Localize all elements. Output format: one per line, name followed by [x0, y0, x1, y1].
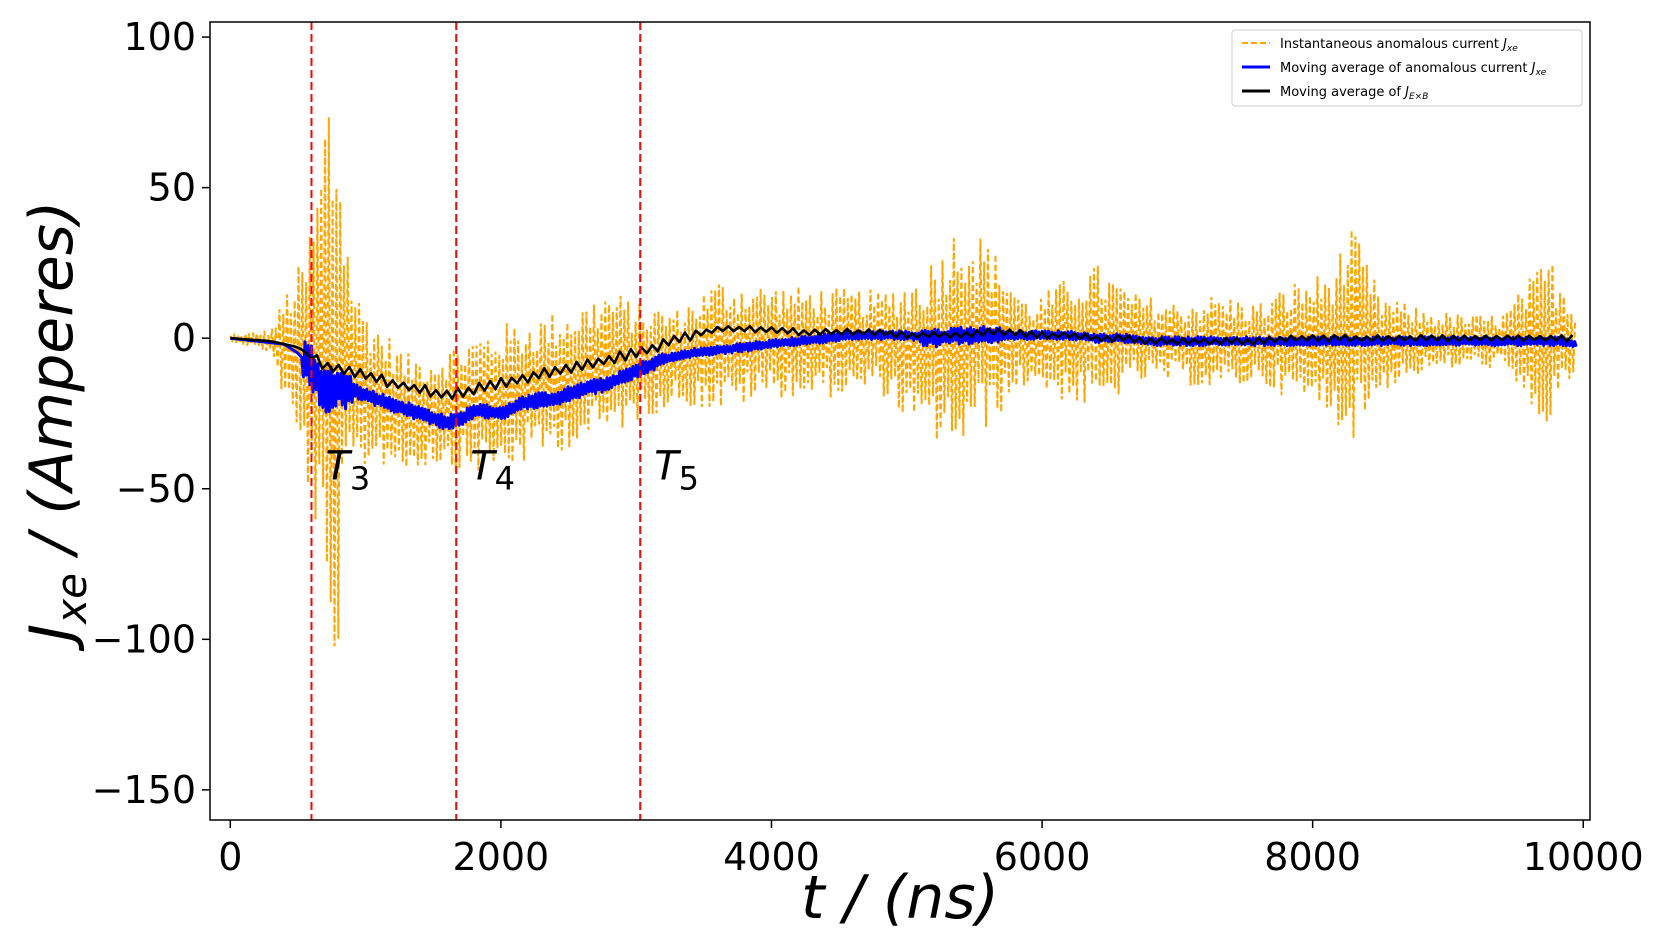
series-moving-avg-exb-line — [230, 324, 1574, 400]
x-axis-label: t / (ns) — [801, 863, 999, 931]
marker-label-5: T5 — [654, 444, 699, 498]
y-axis-label: Jxe / (Amperes) — [17, 201, 96, 652]
x-axis-title: t / (ns) — [801, 863, 999, 931]
marker-label-4: T4 — [470, 444, 515, 498]
y-axis-label-rest: / (Amperes) — [17, 201, 87, 574]
x-tick-label: 4000 — [723, 835, 820, 879]
legend: Instantaneous anomalous current Jxe Movi… — [1231, 29, 1583, 107]
x-tick-label: 0 — [218, 835, 242, 879]
y-tick-label: 50 — [148, 166, 196, 210]
legend-label-instantaneous: Instantaneous anomalous current Jxe — [1280, 37, 1518, 54]
y-axis-label-main: J — [17, 624, 87, 652]
y-tick-label: 100 — [123, 15, 196, 59]
legend-label-moving-avg-jxe: Moving average of anomalous current Jxe — [1280, 61, 1547, 78]
y-axis-title: Jxe / (Amperes) — [17, 201, 96, 652]
y-tick-label: −100 — [92, 617, 196, 661]
marker-layer: T3 T4 T5 — [310, 22, 699, 820]
series-layer — [229, 117, 1578, 647]
series-instantaneous-line — [229, 117, 1577, 647]
y-tick-label: −150 — [92, 768, 196, 812]
x-tick-label: 8000 — [1264, 835, 1361, 879]
x-tick-label: 6000 — [994, 835, 1091, 879]
legend-label-moving-avg-exb: Moving average of JE×B — [1280, 85, 1428, 102]
x-tick-label: 10000 — [1523, 835, 1644, 879]
legend-box — [1231, 29, 1583, 107]
y-tick-label: −50 — [116, 467, 196, 511]
x-tick-label: 2000 — [453, 835, 550, 879]
y-tick-label: 0 — [172, 316, 196, 360]
tick-layer: 0 2000 4000 6000 8000 10000 100 50 0 −50 −100 −150 — [92, 15, 1644, 879]
marker-label-3: T3 — [325, 444, 370, 498]
series-moving-avg-jxe-line — [230, 325, 1578, 431]
y-axis-label-sub: xe — [47, 573, 96, 626]
plot-frame — [209, 21, 1591, 821]
